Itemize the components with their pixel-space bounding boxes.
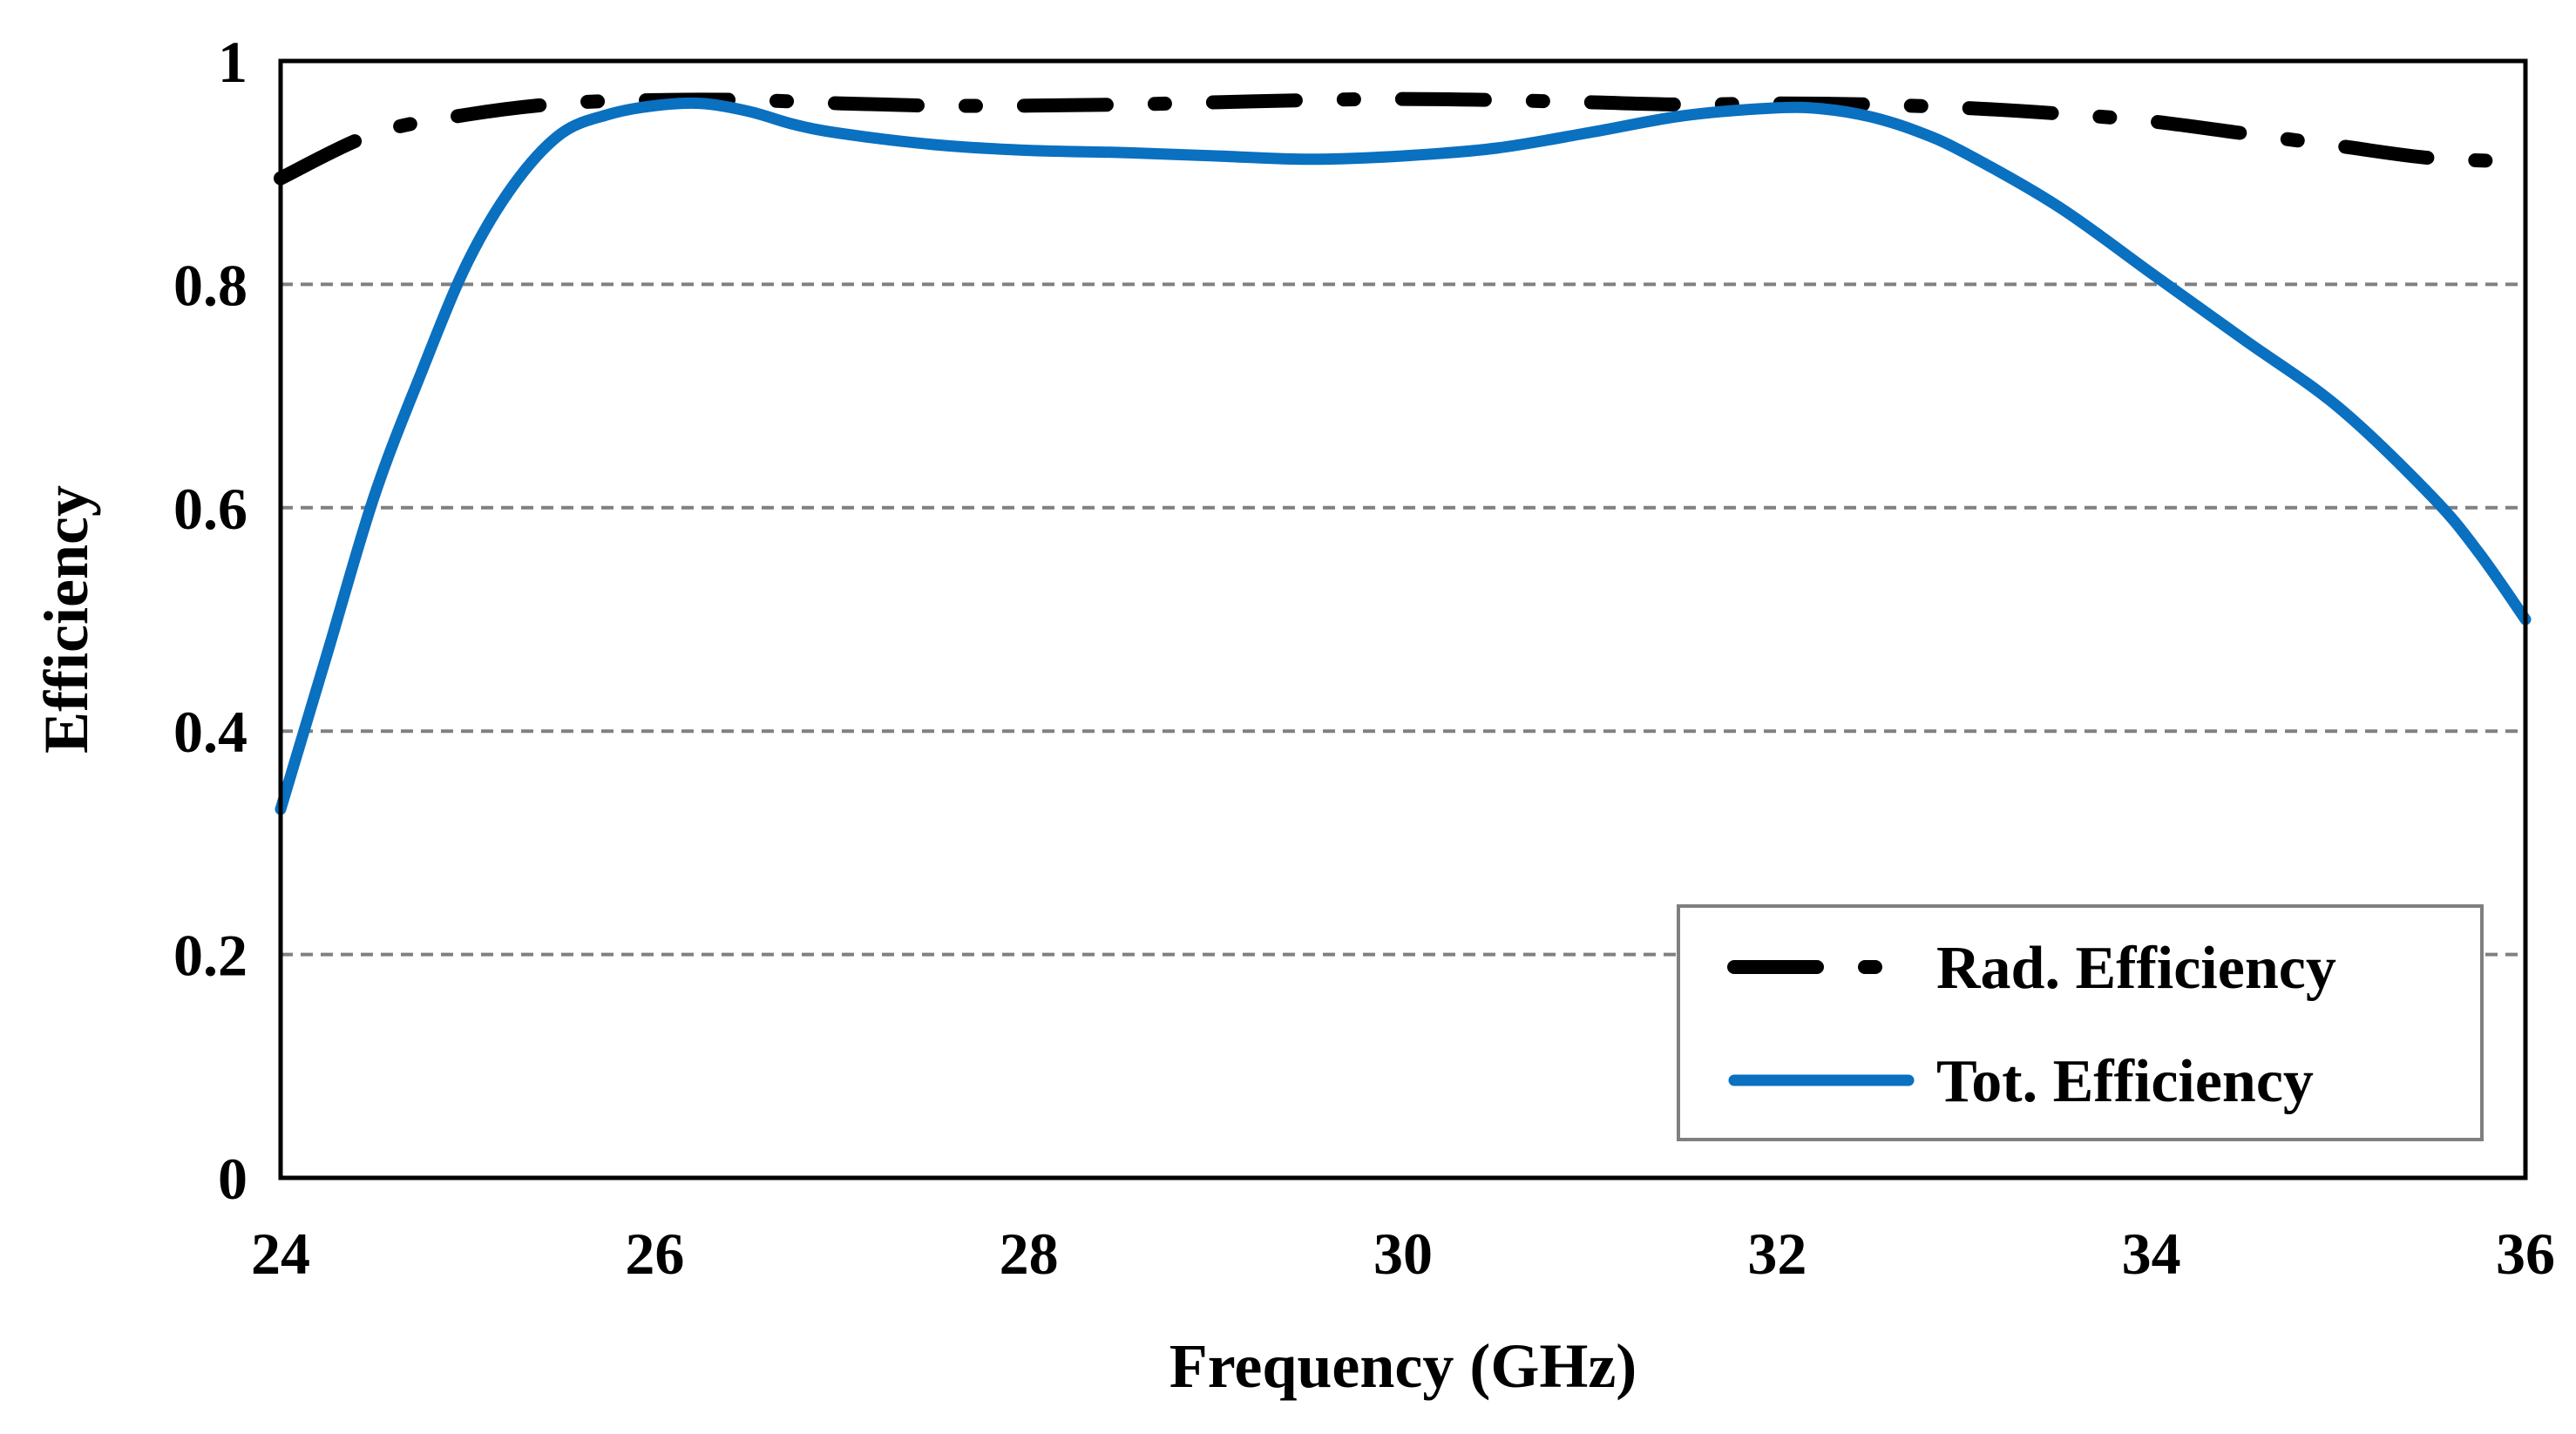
- y-tick-label: 0.4: [173, 699, 247, 765]
- y-tick-label: 1: [218, 29, 247, 95]
- y-tick-label: 0: [218, 1146, 247, 1212]
- x-tick-label: 28: [1000, 1221, 1059, 1287]
- y-tick-label: 0.8: [173, 252, 247, 318]
- series-lines: [274, 91, 2532, 815]
- plot-area-frame: [278, 58, 2528, 1180]
- x-tick-label: 26: [625, 1221, 684, 1287]
- x-tick-label: 30: [1373, 1221, 1433, 1287]
- y-tick-labels: 0 0.2 0.4 0.6 0.8 1: [173, 29, 247, 1212]
- x-tick-label: 24: [251, 1221, 310, 1287]
- y-tick-label: 0.6: [173, 476, 247, 542]
- legend-box: [1677, 904, 2484, 1141]
- x-tick-label: 34: [2122, 1221, 2181, 1287]
- y-tick-label: 0.2: [173, 923, 247, 989]
- legend-label-rad-efficiency: Rad. Efficiency: [1936, 935, 2336, 1002]
- legend: Rad. Efficiency Tot. Efficiency: [1677, 904, 2484, 1141]
- legend-label-tot-efficiency: Tot. Efficiency: [1936, 1048, 2314, 1115]
- x-axis-title: Frequency (GHz): [1169, 1331, 1637, 1401]
- series-line-tot-efficiency: [275, 97, 2532, 815]
- y-axis-title: Efficiency: [31, 485, 101, 754]
- x-tick-label: 32: [1747, 1221, 1807, 1287]
- x-tick-labels: 24 26 28 30 32 34 36: [251, 1221, 2555, 1287]
- x-tick-label: 36: [2496, 1221, 2555, 1287]
